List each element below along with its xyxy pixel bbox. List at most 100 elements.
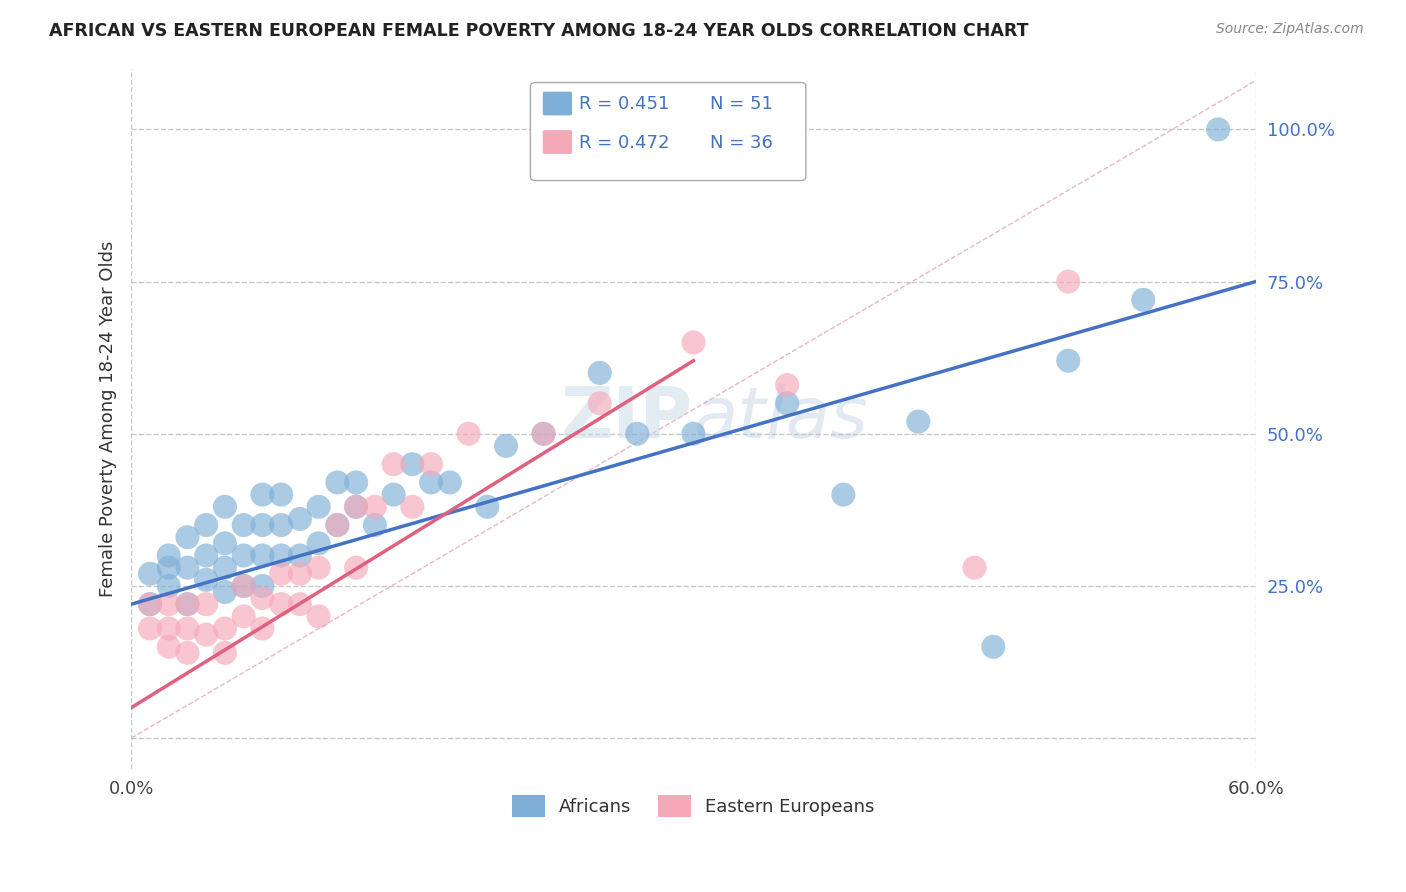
Point [439,475,461,490]
Point [382,457,405,471]
Point [776,396,799,410]
Point [176,560,198,574]
Point [308,536,330,550]
FancyBboxPatch shape [530,83,806,180]
Point [252,488,274,502]
Text: N = 36: N = 36 [710,134,773,152]
Point [626,426,648,441]
Point [308,560,330,574]
Point [344,560,367,574]
Point [344,500,367,514]
FancyBboxPatch shape [543,92,572,115]
Point [252,518,274,533]
Point [776,378,799,392]
Point [533,426,555,441]
Point [195,597,218,611]
Point [157,597,180,611]
Point [308,609,330,624]
Point [214,585,236,599]
Point [270,488,292,502]
Point [682,426,704,441]
Point [682,335,704,350]
Point [963,560,986,574]
Point [1057,353,1080,368]
Point [344,500,367,514]
Point [288,597,311,611]
Point [139,566,162,581]
Point [232,549,254,563]
Point [270,566,292,581]
Point [176,597,198,611]
Text: R = 0.472: R = 0.472 [579,134,669,152]
Point [907,415,929,429]
Point [214,646,236,660]
Point [195,573,218,587]
Point [981,640,1004,654]
Text: R = 0.451: R = 0.451 [579,95,669,113]
Point [288,512,311,526]
Point [139,597,162,611]
Text: AFRICAN VS EASTERN EUROPEAN FEMALE POVERTY AMONG 18-24 YEAR OLDS CORRELATION CHA: AFRICAN VS EASTERN EUROPEAN FEMALE POVER… [49,22,1029,40]
Point [477,500,499,514]
Point [157,579,180,593]
Point [344,475,367,490]
Point [214,536,236,550]
Point [420,475,443,490]
Point [326,518,349,533]
Point [589,366,612,380]
Legend: Africans, Eastern Europeans: Africans, Eastern Europeans [505,788,882,824]
Point [308,500,330,514]
Text: ZIP: ZIP [561,384,693,453]
Point [157,560,180,574]
Point [270,549,292,563]
Point [382,488,405,502]
Point [270,597,292,611]
Point [214,622,236,636]
Point [401,457,423,471]
Point [589,396,612,410]
Point [232,579,254,593]
Point [157,549,180,563]
Point [195,518,218,533]
Point [364,500,387,514]
FancyBboxPatch shape [543,130,572,154]
Point [232,579,254,593]
Point [157,622,180,636]
Point [139,622,162,636]
Point [232,518,254,533]
Point [176,530,198,544]
Point [252,549,274,563]
Point [195,627,218,641]
Point [157,640,180,654]
Point [176,622,198,636]
Point [232,609,254,624]
Point [401,500,423,514]
Point [1057,275,1080,289]
Point [214,500,236,514]
Point [252,591,274,606]
Point [832,488,855,502]
Point [533,426,555,441]
Point [326,475,349,490]
Point [495,439,517,453]
Point [252,622,274,636]
Y-axis label: Female Poverty Among 18-24 Year Olds: Female Poverty Among 18-24 Year Olds [100,240,117,597]
Point [270,518,292,533]
Point [420,457,443,471]
Text: Source: ZipAtlas.com: Source: ZipAtlas.com [1216,22,1364,37]
Point [252,579,274,593]
Point [288,549,311,563]
Point [364,518,387,533]
Point [326,518,349,533]
Point [457,426,479,441]
Point [176,646,198,660]
Point [214,560,236,574]
Point [1132,293,1154,307]
Text: N = 51: N = 51 [710,95,773,113]
Text: atlas: atlas [693,384,868,453]
Point [288,566,311,581]
Point [176,597,198,611]
Point [139,597,162,611]
Point [195,549,218,563]
Point [1206,122,1229,136]
